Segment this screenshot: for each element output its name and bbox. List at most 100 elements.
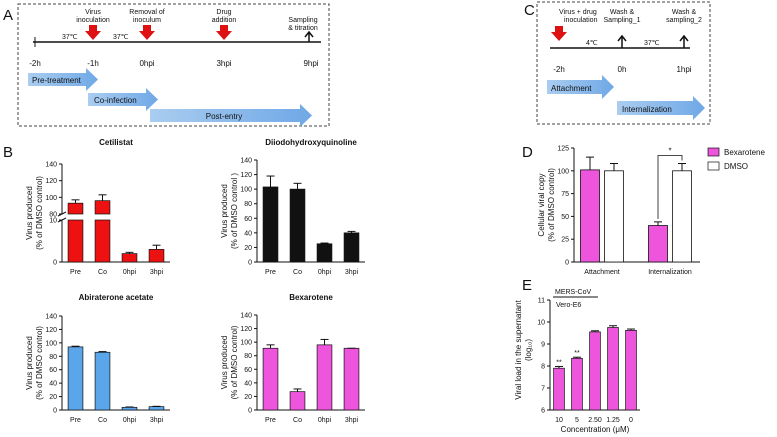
y-axis-label: (log₁₀)	[524, 339, 533, 361]
timeline-c: Virus + drug inoculation Wash & Sampling…	[536, 1, 711, 125]
bar	[121, 406, 138, 411]
bar	[67, 346, 84, 411]
significance-marker: **	[556, 359, 562, 366]
phase-arrow-internalization	[617, 96, 705, 120]
event-label: Removal of	[129, 9, 164, 16]
y-axis-label: Virus produced	[25, 336, 34, 390]
significance-bracket	[657, 155, 683, 219]
tick-label: 0hpi	[139, 59, 154, 68]
sampling-arrow-icon	[304, 30, 314, 42]
bar	[316, 344, 333, 411]
y-tick-label: 8	[541, 364, 545, 371]
y-tick-label: 80	[49, 212, 57, 219]
x-tick-label: 0	[629, 417, 633, 424]
bar	[121, 253, 138, 263]
panel-letter-a: A	[3, 7, 13, 24]
y-tick-label: 120	[45, 178, 57, 185]
event-label: Drug	[216, 9, 231, 16]
y-tick-label: 6	[541, 408, 545, 415]
red-arrow-icon	[216, 25, 232, 40]
y-tick-label: 125	[557, 146, 569, 153]
y-tick-label: 75	[561, 191, 569, 198]
chart-title: Abiraterone acetate	[79, 293, 154, 302]
panel-letter-d: D	[522, 144, 533, 161]
tick-label: -2h	[29, 59, 41, 68]
x-tick-label: 0hpi	[318, 269, 332, 276]
x-tick-label: 0hpi	[123, 269, 137, 276]
y-axis-label: (% of DMSO control)	[547, 168, 556, 242]
significance-marker: *	[668, 147, 671, 156]
red-arrow-icon	[551, 26, 567, 41]
event-label: Wash &	[672, 9, 697, 16]
y-tick-label: 0	[53, 260, 57, 267]
event-label: Sampling	[288, 17, 317, 24]
x-tick-label: Pre	[70, 417, 81, 424]
y-axis-label: (% of DMSO control)	[35, 326, 44, 400]
y-tick-label: 120	[240, 326, 252, 333]
phase-label: Pre-treatment	[32, 76, 82, 85]
bar	[672, 170, 692, 263]
x-tick-label: Co	[98, 269, 107, 276]
y-axis-label: (% of DMSO control )	[230, 173, 239, 249]
event-label: & titration	[288, 25, 318, 32]
legend-swatch	[707, 161, 720, 171]
chart-title: Diiodohydroxyquinoline	[265, 138, 357, 147]
x-tick-label: Pre	[70, 269, 81, 276]
temp-label: 37℃	[113, 34, 129, 41]
phase-label: Co-infection	[94, 96, 137, 105]
y-tick-label: 20	[49, 394, 57, 401]
red-arrow-icon	[139, 25, 155, 40]
x-tick-label: 10	[555, 417, 563, 424]
x-tick-label: 3hpi	[150, 269, 164, 276]
y-tick-label: 50	[561, 214, 569, 221]
y-tick-label: 140	[45, 162, 57, 169]
virus-label: MERS-CoV	[555, 289, 592, 296]
bar	[343, 347, 360, 411]
y-tick-label: 60	[49, 367, 57, 374]
event-label: inoculation	[564, 17, 598, 24]
event-label: inoculation	[76, 17, 110, 24]
y-axis-label: (% of DMSO control)	[230, 325, 239, 399]
y-tick-label: 7	[541, 386, 545, 393]
event-label: sampling_2	[666, 17, 702, 24]
x-tick-label: Co	[293, 417, 302, 424]
legend-label: Bexarotene	[724, 148, 765, 157]
y-tick-label: 140	[240, 313, 252, 320]
event-label: inoculum	[133, 17, 161, 24]
legend-swatch	[707, 147, 720, 157]
bar	[604, 170, 624, 263]
temp-label: 37℃	[644, 40, 660, 47]
chart-abiraterone-acetate: Abiraterone acetate 0 20 40 60 80 100 120 140 Pre…	[25, 293, 170, 424]
phase-arrow-attachment	[547, 75, 614, 99]
event-label: Virus + drug	[559, 9, 597, 16]
timeline-c-frame	[536, 1, 711, 125]
y-tick-label: 10	[49, 218, 57, 225]
timeline-a-frame	[17, 3, 330, 127]
x-tick-label: 3hpi	[345, 417, 359, 424]
sampling-arrow-icon	[679, 34, 689, 48]
phase-arrow-postentry	[150, 104, 312, 127]
x-tick-label: 1.25	[606, 417, 620, 424]
y-tick-label: 100	[45, 340, 57, 347]
phase-label: Attachment	[551, 84, 592, 93]
bar	[316, 243, 333, 263]
y-tick-label: 11	[538, 298, 545, 305]
bar	[289, 391, 306, 411]
y-tick-label: 100	[240, 340, 252, 347]
bar	[343, 232, 360, 263]
y-axis-label: Virus produced	[25, 186, 34, 240]
bar-lower-segment	[94, 219, 111, 263]
tick-label: 1hpi	[676, 65, 691, 74]
event-label: addition	[212, 17, 237, 24]
chart-title: Cetilistat	[99, 138, 133, 147]
bar	[262, 347, 279, 411]
panel-letter-b: B	[3, 144, 13, 161]
chart-panel-d: 0 25 50 75 100 125 Attachment Internalization * B…	[537, 146, 765, 277]
panel-letter-c: C	[524, 2, 535, 19]
bar	[648, 225, 668, 263]
bar	[94, 200, 111, 215]
y-tick-label: 80	[49, 354, 57, 361]
phase-label: Post-entry	[206, 112, 242, 121]
x-tick-label: 5	[575, 417, 579, 424]
